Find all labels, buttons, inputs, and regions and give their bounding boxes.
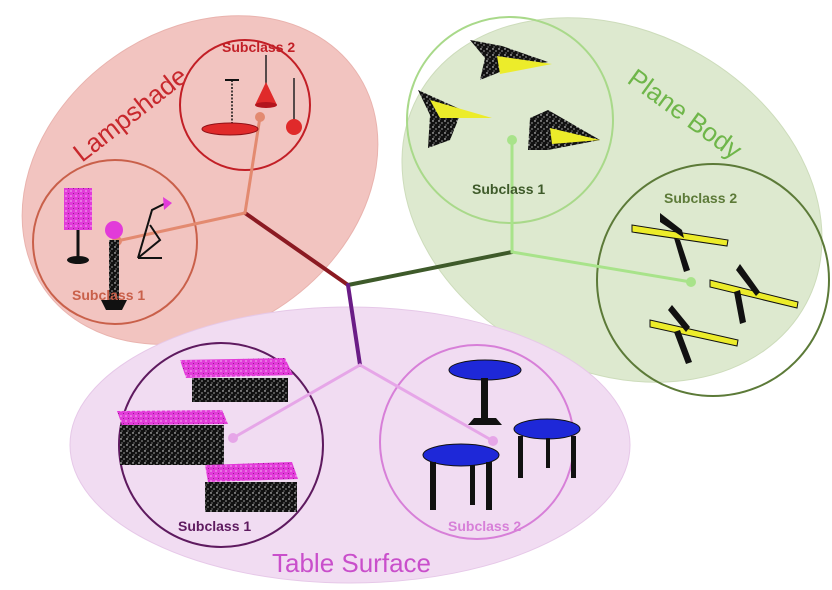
lampshade-subclass-1-label: Subclass 1 [72, 287, 145, 303]
lamp-icon [201, 55, 302, 136]
table-surface-subclass-1-label: Subclass 1 [178, 518, 251, 534]
table-icon [117, 358, 298, 512]
table-icon [422, 359, 581, 510]
lampshade-subclass-2-circle [179, 39, 311, 171]
plane-body-subclass-2-node [686, 277, 696, 287]
lampshade-subclass-2-node [255, 112, 265, 122]
table-surface-subclass-2-label: Subclass 2 [448, 518, 521, 534]
plane-body-subclass-2-circle [596, 163, 830, 397]
table-surface-label: Table Surface [272, 548, 431, 578]
table-surface-subclass-1-node [228, 433, 238, 443]
airplane-icon [631, 213, 799, 364]
lamp-icon [64, 188, 172, 310]
plane-body-subclass-1-label: Subclass 1 [472, 181, 545, 197]
airplane-icon [418, 40, 600, 150]
plane-body-subclass-1-node [507, 135, 517, 145]
plane-body-subclass-1-circle [406, 16, 614, 224]
tree-edges [115, 115, 693, 443]
plane-body-subclass-2-label: Subclass 2 [664, 190, 737, 206]
lampshade-subclass-1-circle [32, 159, 198, 325]
lampshade-subclass-2-label: Subclass 2 [222, 39, 295, 55]
table-surface-subclass-2-node [488, 436, 498, 446]
table-surface-subclass-1-circle [118, 342, 324, 548]
